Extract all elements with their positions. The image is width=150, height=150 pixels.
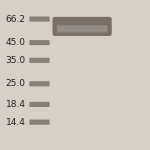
Text: 35.0: 35.0	[6, 56, 26, 65]
FancyBboxPatch shape	[29, 40, 50, 45]
FancyBboxPatch shape	[52, 17, 112, 36]
FancyBboxPatch shape	[29, 58, 50, 63]
FancyBboxPatch shape	[29, 102, 50, 107]
FancyBboxPatch shape	[29, 16, 50, 22]
Text: 25.0: 25.0	[6, 79, 26, 88]
FancyBboxPatch shape	[29, 120, 50, 125]
Text: 45.0: 45.0	[6, 38, 26, 47]
Text: 18.4: 18.4	[6, 100, 26, 109]
Text: 14.4: 14.4	[6, 118, 26, 127]
FancyBboxPatch shape	[57, 26, 107, 33]
Text: 66.2: 66.2	[6, 15, 26, 24]
FancyBboxPatch shape	[57, 25, 107, 32]
FancyBboxPatch shape	[29, 81, 50, 86]
